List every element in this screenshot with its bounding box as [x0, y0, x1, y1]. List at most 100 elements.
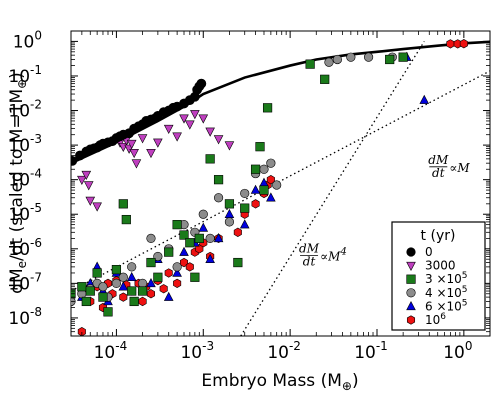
legend-marker — [406, 247, 416, 257]
series-4-point — [250, 184, 261, 194]
legend-marker — [406, 301, 416, 311]
annotation-relation: ∝M — [449, 161, 470, 175]
series-2-point — [385, 54, 395, 65]
series-1-point — [153, 138, 163, 148]
series-4-point — [146, 277, 156, 288]
series-2-point — [98, 292, 108, 302]
series-1-point — [213, 135, 224, 145]
legend-label: 106 — [425, 312, 446, 327]
series-4-point — [198, 222, 209, 232]
series-2-point — [92, 268, 102, 278]
legend-marker — [406, 288, 416, 298]
series-3-point — [98, 282, 108, 292]
series-5-point — [159, 284, 168, 294]
y-tick-label: 10-3 — [8, 132, 42, 156]
series-2-point — [179, 230, 189, 240]
series-4-point — [172, 267, 182, 277]
x-axis-title-sub: ⊕ — [342, 379, 352, 393]
series-0-point — [71, 155, 78, 166]
series-1-point — [137, 134, 148, 144]
legend-entry: 3 ×105 — [406, 271, 468, 286]
x-axis: 10-4 10-3 10-2 10-1 100 — [70, 31, 491, 363]
series-2-point — [185, 238, 195, 248]
series-2-point — [262, 103, 273, 113]
y-tick-label: 10-6 — [8, 236, 42, 260]
series-1-point — [224, 141, 235, 151]
series-3-point — [240, 188, 250, 199]
reference-line-quartic — [240, 41, 425, 336]
annotation-denominator: dt — [303, 254, 316, 268]
x-axis-title-end: ) — [352, 371, 359, 391]
series-3-markers — [71, 52, 397, 307]
y-axis-title-main: dM — [7, 268, 27, 293]
series-2-point — [240, 203, 250, 213]
legend-label: 6 ×105 — [425, 298, 468, 313]
series-3-point — [153, 251, 163, 262]
legend-label: 4 ×105 — [425, 285, 468, 300]
legend-marker — [406, 315, 416, 325]
series-0-markers — [71, 78, 207, 166]
legend-entry: 106 — [406, 312, 446, 327]
series-5-point — [164, 268, 173, 278]
legend-title: t (yr) — [421, 228, 456, 244]
series-0-point — [196, 78, 207, 89]
series-2-point — [111, 265, 122, 275]
series-2-point — [233, 257, 243, 268]
series-3-point — [324, 57, 334, 67]
series-3-point — [137, 278, 148, 288]
series-2-point — [129, 296, 139, 307]
series-1-point — [185, 120, 195, 130]
series-2-markers — [71, 52, 408, 317]
series-4-point — [118, 281, 129, 291]
series-3-point — [172, 262, 182, 272]
series-1-point — [198, 114, 209, 124]
series-2-point — [194, 233, 204, 243]
series-3-point — [118, 272, 128, 282]
series-5-point — [138, 296, 147, 307]
series-3-point — [127, 262, 137, 272]
series-3-point — [146, 233, 156, 243]
series-4-point — [163, 291, 174, 301]
series-2-point — [85, 286, 95, 296]
series-2-point — [127, 286, 137, 296]
x-tick-label: 10-2 — [267, 339, 301, 363]
series-5-point — [185, 262, 194, 272]
y-axis-title: dMe/dt (scaled to M=1M⊕) — [7, 72, 29, 294]
series-3-point — [198, 209, 208, 219]
series-1-point — [205, 127, 215, 137]
y-axis-title-mid: /dt (scaled to M=1M — [7, 89, 27, 261]
series-1-point — [146, 149, 156, 159]
series-5-point — [266, 175, 275, 185]
series-1-point — [190, 110, 200, 120]
series-2-point — [146, 257, 156, 268]
series-1-point — [92, 202, 102, 212]
series-1-point — [163, 124, 174, 134]
series-5-point — [173, 278, 182, 289]
annotation-denominator: dt — [432, 166, 445, 180]
series-3-point — [213, 193, 224, 203]
series-2-point — [224, 199, 235, 209]
series-3-point — [363, 52, 374, 62]
x-tick-label: 10-1 — [354, 339, 388, 363]
series-2-point — [259, 185, 269, 195]
y-axis-title-close: ) — [7, 72, 27, 79]
series-3-point — [266, 158, 276, 168]
series-1-point — [85, 196, 96, 206]
y-tick-label: 10-8 — [8, 305, 42, 329]
series-0-curve — [71, 40, 490, 165]
legend-label: 3 ×105 — [425, 271, 468, 286]
series-1-point — [77, 175, 87, 186]
annotation-numerator: dM — [299, 241, 320, 255]
series-5-point — [459, 39, 468, 49]
legend-entry: 3000 — [406, 259, 456, 273]
series-2-point — [103, 307, 113, 317]
y-tick-label: 10-7 — [8, 270, 42, 294]
series-4-point — [213, 233, 224, 243]
series-2-point — [77, 282, 87, 292]
series-4-point — [419, 94, 430, 104]
annotation-relation: ∝M4 — [320, 246, 347, 263]
series-4-point — [179, 246, 189, 256]
